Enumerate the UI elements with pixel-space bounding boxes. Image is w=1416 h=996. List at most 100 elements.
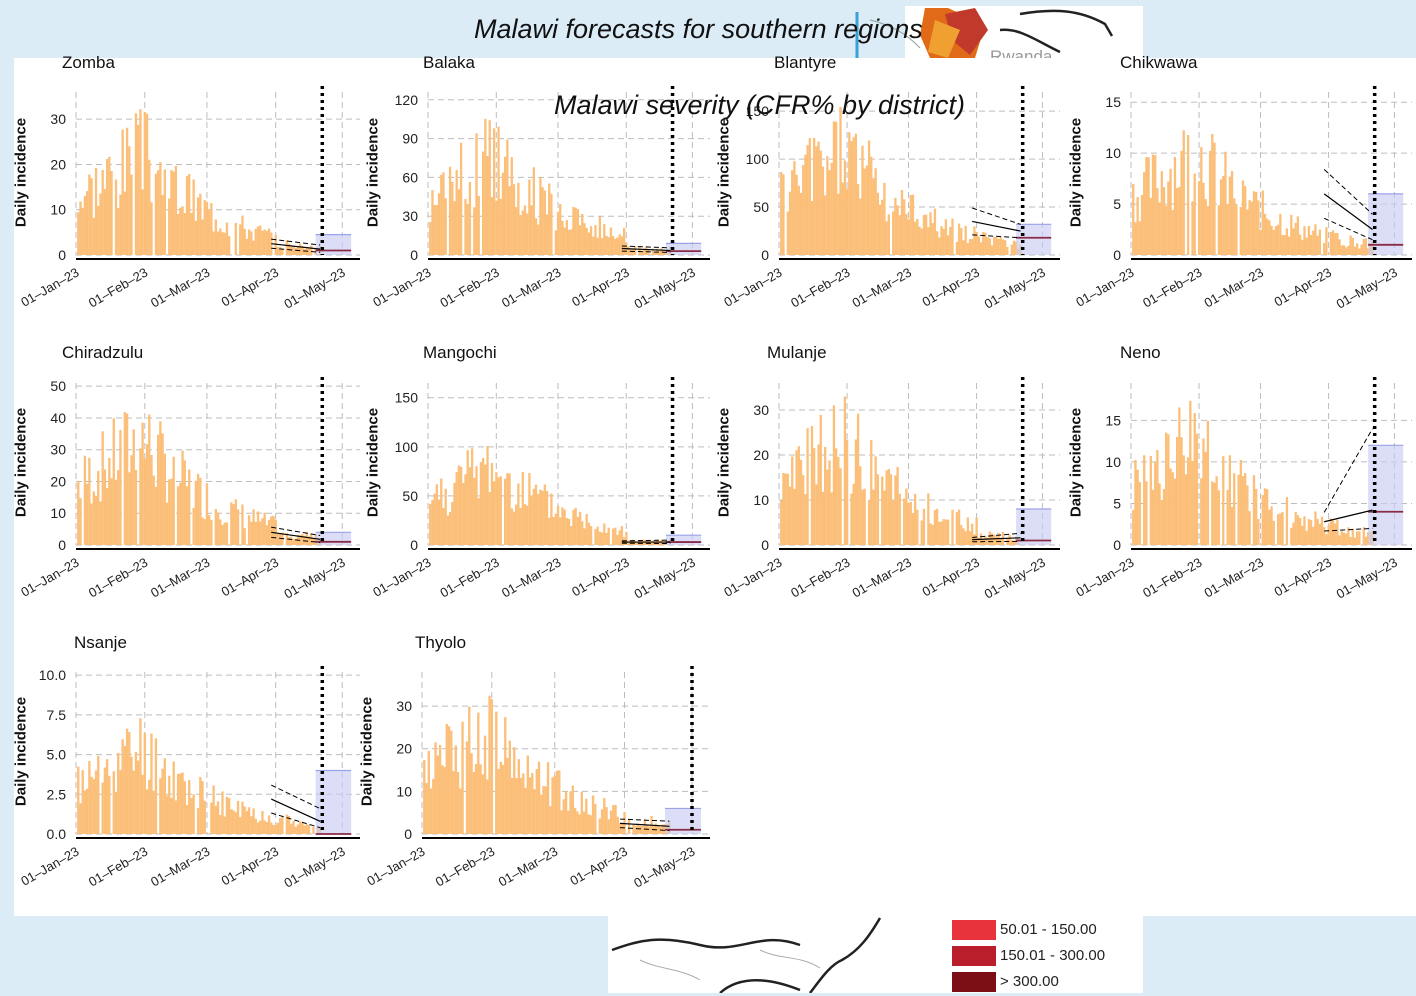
incidence-bar: [491, 197, 493, 255]
incidence-bar: [905, 214, 907, 255]
incidence-bar: [645, 247, 647, 255]
incidence-bar: [529, 777, 531, 834]
incidence-bar: [1143, 455, 1145, 545]
incidence-bar: [259, 821, 261, 834]
incidence-bar: [1174, 157, 1176, 255]
incidence-bar: [312, 827, 314, 834]
incidence-bar: [181, 773, 183, 834]
incidence-bar: [436, 484, 438, 545]
x-tick-label: 01–Jan–23: [370, 555, 433, 600]
incidence-bar: [575, 508, 577, 545]
incidence-bar: [513, 184, 515, 255]
incidence-bar: [616, 237, 618, 255]
incidence-bar: [1253, 475, 1255, 545]
incidence-bar: [90, 178, 92, 255]
incidence-bar: [1273, 521, 1275, 545]
y-axis-label: Daily incidence: [13, 393, 30, 533]
incidence-bar: [1152, 155, 1154, 255]
incidence-bar: [97, 756, 99, 834]
incidence-bar: [148, 160, 150, 255]
legend-label: 50.01 - 150.00: [1000, 921, 1097, 938]
incidence-bar: [539, 177, 541, 255]
incidence-bar: [565, 791, 567, 834]
incidence-bar: [141, 423, 143, 545]
incidence-bar: [835, 122, 837, 255]
fit-line: [972, 221, 1020, 231]
incidence-bar: [605, 807, 607, 834]
incidence-bar: [883, 183, 885, 255]
incidence-bar: [1132, 184, 1134, 255]
incidence-bar: [828, 460, 830, 545]
incidence-bar: [1174, 479, 1176, 545]
x-tick-label: 01–Mar–23: [1202, 265, 1266, 311]
incidence-bar: [576, 811, 578, 834]
incidence-bar: [235, 499, 237, 545]
incidence-bar: [497, 127, 499, 255]
incidence-bar: [881, 477, 883, 545]
incidence-bar: [949, 227, 951, 255]
x-tick-label: 01–Jan–23: [721, 265, 784, 310]
incidence-bar: [1281, 512, 1283, 545]
incidence-bar: [1352, 238, 1354, 255]
incidence-bar: [614, 528, 616, 545]
legend-swatch: [952, 972, 996, 992]
incidence-bar: [557, 212, 559, 255]
incidence-bar: [599, 818, 601, 834]
incidence-bar: [578, 814, 580, 834]
incidence-bar: [1211, 481, 1213, 545]
incidence-bar: [299, 821, 301, 834]
incidence-bar: [104, 469, 106, 545]
incidence-bar: [549, 806, 551, 834]
incidence-bar: [1323, 243, 1325, 255]
incidence-bar: [658, 251, 660, 255]
incidence-bar: [518, 759, 520, 834]
incidence-bar: [1284, 235, 1286, 255]
incidence-bar: [1349, 537, 1351, 545]
incidence-bar: [173, 457, 175, 545]
incidence-bar: [828, 170, 830, 255]
incidence-bar: [1264, 214, 1266, 255]
incidence-bar: [848, 132, 850, 255]
incidence-bar: [301, 534, 303, 545]
incidence-bar: [1198, 181, 1200, 255]
incidence-bar: [1290, 528, 1292, 545]
incidence-bar: [219, 228, 221, 255]
incidence-bar: [442, 508, 444, 545]
incidence-bar: [524, 504, 526, 545]
incidence-bar: [221, 791, 223, 834]
incidence-bar: [617, 817, 619, 834]
incidence-bar: [288, 537, 290, 545]
incidence-bar: [890, 474, 892, 545]
incidence-bar: [804, 155, 806, 255]
x-tick-label: 01–Feb–23: [1140, 555, 1204, 601]
incidence-bar: [956, 512, 958, 545]
incidence-bar: [175, 166, 177, 255]
incidence-bar: [1341, 531, 1343, 545]
incidence-bar: [1161, 500, 1163, 545]
incidence-bar: [506, 140, 508, 255]
incidence-bar: [292, 539, 294, 545]
incidence-bar: [470, 753, 472, 834]
incidence-bar: [84, 790, 86, 834]
incidence-bar: [511, 508, 513, 545]
incidence-bar: [563, 228, 565, 255]
incidence-bar: [439, 745, 441, 834]
incidence-bar: [1319, 230, 1321, 255]
incidence-bar: [168, 776, 170, 834]
incidence-bar: [1279, 214, 1281, 255]
incidence-bar: [1347, 246, 1349, 255]
incidence-bar: [1237, 475, 1239, 545]
incidence-bar: [936, 231, 938, 255]
incidence-bar: [504, 717, 506, 834]
incidence-bar: [268, 520, 270, 545]
incidence-bar: [79, 201, 81, 255]
incidence-bar: [831, 492, 833, 545]
incidence-bar: [434, 742, 436, 834]
incidence-bar: [533, 489, 535, 545]
incidence-bar: [128, 732, 130, 834]
incidence-bar: [881, 200, 883, 255]
incidence-bar: [164, 169, 166, 255]
incidence-bar: [581, 214, 583, 255]
